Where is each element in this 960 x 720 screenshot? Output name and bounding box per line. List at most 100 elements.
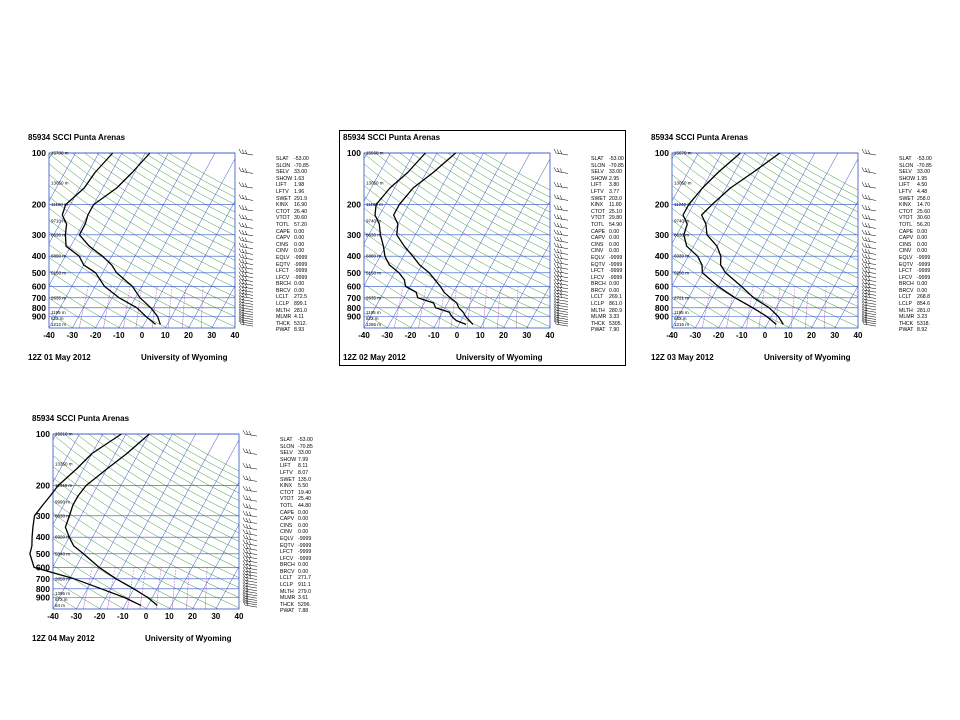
mixing-ratio-line (139, 567, 147, 610)
index-row: CINS 0.00 (899, 242, 932, 249)
index-row: CAPV 0.00 (899, 235, 932, 242)
index-name: VTOT (276, 215, 290, 222)
wind-barb (861, 286, 877, 293)
index-value: 272.5 (294, 294, 307, 301)
pressure-tick-label: 900 (655, 312, 669, 322)
mixing-ratio-line (186, 567, 190, 610)
sounding-panel-4[interactable]: 85934 SCCI Punta Arenas 100 200 300 400 500 6… (29, 412, 319, 646)
temperature-tick-label: 20 (184, 331, 193, 340)
wind-barb (553, 292, 569, 299)
wind-barbs (242, 429, 258, 608)
dry-adiabat-line (791, 152, 859, 191)
index-row: LCLP 854.6 (899, 301, 932, 308)
pressure-tick-label: 100 (347, 148, 361, 158)
wind-barb (238, 263, 254, 270)
index-name: LCLP (591, 301, 604, 308)
mixing-ratio-line (393, 286, 404, 329)
index-name: LIFT (276, 182, 287, 189)
index-row: EQTV -9999 (899, 262, 932, 269)
isotherm-line (72, 152, 169, 329)
wind-barb (242, 570, 258, 577)
plot-frame (52, 433, 240, 610)
pressure-tick-label: 300 (32, 230, 46, 240)
sounding-panel-2[interactable]: 85934 SCCI Punta Arenas 100 200 300 400 500 6… (340, 131, 630, 365)
index-value: -70.85 (298, 443, 313, 450)
wind-barb (861, 263, 877, 270)
index-name: EQTV (899, 261, 914, 268)
sounding-panel-3[interactable]: 85934 SCCI Punta Arenas 100 200 300 400 500 6… (648, 131, 938, 365)
index-value: 0.00 (917, 248, 928, 255)
index-value: -70.85 (294, 162, 309, 169)
index-name: CINV (899, 248, 912, 255)
pressure-tick-label: 700 (347, 293, 361, 303)
wind-barb (238, 292, 254, 299)
sounding-date: 12Z 02 May 2012 (343, 353, 406, 362)
index-value: 0.00 (609, 228, 620, 235)
pressure-tick-label: 400 (347, 251, 361, 261)
isotherm-line (215, 566, 240, 610)
index-row: KINX 5.50 (280, 483, 313, 490)
pressure-tick-label: 300 (347, 230, 361, 240)
height-label: 11190 m (366, 202, 383, 207)
index-row: CTOT 25.10 (591, 209, 624, 216)
index-value: 0.00 (294, 281, 305, 288)
index-name: LFTV (899, 188, 912, 195)
index-value: -9999 (609, 268, 623, 275)
index-name: CTOT (591, 208, 606, 215)
height-label: 8630 m (55, 513, 70, 518)
index-name: LFCT (280, 549, 293, 556)
wind-barb (553, 236, 569, 243)
data-source: University of Wyoming (141, 353, 228, 362)
index-row: TOTL 56.20 (899, 222, 932, 229)
wind-barb (238, 148, 254, 156)
index-name: MLTH (276, 307, 290, 314)
dry-adiabat-line (52, 477, 240, 588)
index-value: -9999 (298, 549, 312, 556)
isotherm-line (811, 243, 859, 329)
index-value: 29.80 (609, 215, 622, 222)
index-value: 4.48 (917, 188, 928, 195)
index-value: -9999 (298, 542, 312, 549)
height-label: 9740 m (366, 219, 381, 224)
index-value: 1.63 (294, 175, 305, 182)
height-label: 622 m (366, 316, 379, 321)
height-label: 5150 m (366, 270, 381, 275)
isotherm-line (741, 152, 839, 329)
mixing-ratio-line (123, 286, 131, 329)
index-name: CAPV (280, 516, 295, 523)
dry-adiabat-line (72, 152, 236, 253)
index-name: LFCV (899, 274, 913, 281)
pressure-tick-label: 700 (32, 293, 46, 303)
index-name: CAPV (591, 235, 606, 242)
index-value: 0.00 (917, 228, 928, 235)
dry-adiabat-line (120, 152, 236, 220)
index-name: VTOT (899, 215, 913, 222)
pressure-tick-label: 800 (36, 584, 50, 594)
pressure-tick-label: 200 (32, 200, 46, 210)
temperature-tick-label: -10 (736, 331, 748, 340)
index-value: 25.40 (298, 496, 311, 503)
index-name: TOTL (591, 221, 605, 228)
wind-barb (238, 194, 254, 201)
wind-barb (242, 523, 258, 530)
plot-frame (671, 152, 859, 329)
index-value: 268.8 (917, 294, 930, 301)
temperature-tick-label: -40 (358, 331, 370, 340)
index-name: SLAT (591, 156, 604, 162)
isotherm-line (52, 433, 104, 525)
dry-adiabat-line (160, 433, 240, 479)
index-row: CINS 0.00 (591, 242, 624, 249)
index-name: MLTH (280, 588, 294, 595)
isotherms (48, 152, 236, 329)
wind-barb (238, 295, 254, 302)
index-name: LCLT (899, 294, 912, 301)
index-row: MLTH 280.9 (591, 308, 624, 315)
index-name: CTOT (899, 208, 914, 215)
sounding-panel-1[interactable]: 85934 SCCI Punta Arenas 100 200 300 400 500 6… (25, 131, 315, 365)
dry-adiabat-line (88, 433, 240, 525)
index-name: MLTH (899, 307, 913, 314)
wind-barb (238, 229, 254, 237)
height-label: 6920 m (55, 535, 70, 540)
height-label: 9990 m (55, 500, 70, 505)
